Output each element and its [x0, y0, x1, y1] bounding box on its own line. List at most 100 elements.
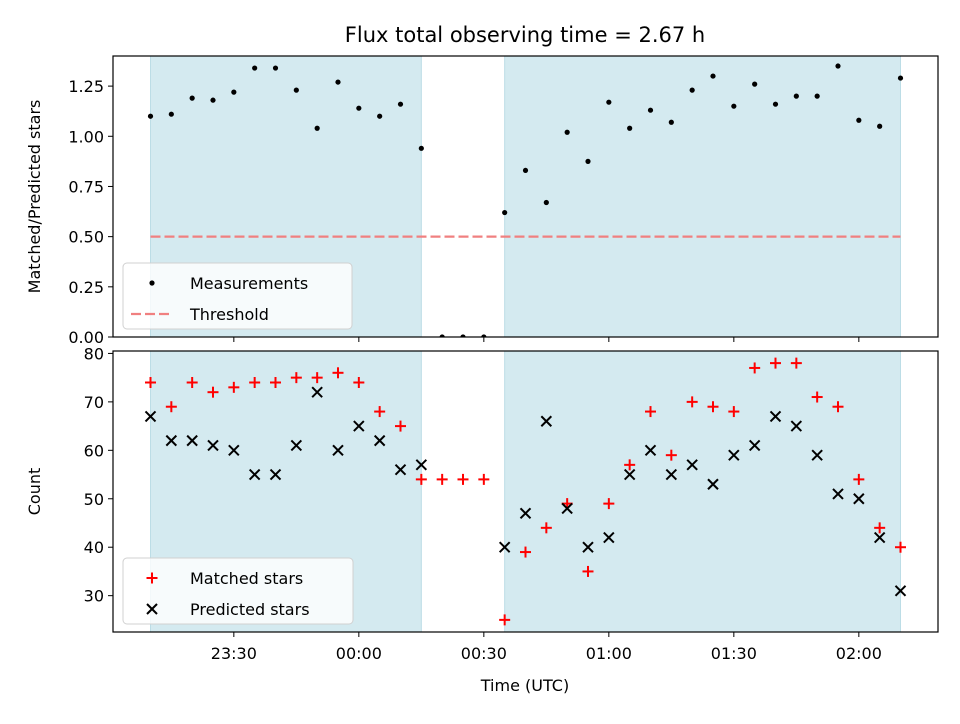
measurement-point: [210, 97, 216, 103]
chart-title: Flux total observing time = 2.67 h: [345, 23, 705, 47]
measurement-point: [627, 125, 633, 131]
legend-box: [122, 557, 354, 625]
predicted-star-point: [519, 507, 532, 520]
predicted-star-point: [540, 415, 553, 427]
matched-star-point: [707, 401, 719, 413]
matched-star-point: [749, 362, 761, 374]
measurement-point: [356, 105, 362, 111]
y-axis-label: Matched/Predicted stars: [25, 100, 44, 294]
predicted-stars-legend-icon: [146, 603, 158, 615]
matched-star-point: [332, 367, 344, 379]
legend: Measurements Threshold: [122, 262, 353, 330]
measurement-point: [689, 87, 695, 93]
matched-star-point: [145, 376, 156, 388]
measurement-point: [543, 199, 549, 206]
y-tick-label: 30: [84, 587, 104, 606]
predicted-star-point: [644, 444, 657, 457]
measurement-point: [397, 101, 404, 107]
plot-area: [144, 351, 907, 632]
predicted-star-point: [353, 420, 365, 432]
y-tick-label: 0.25: [68, 278, 104, 297]
axes-frame: [112, 350, 939, 633]
matched-star-point: [290, 372, 302, 384]
matched-star-point: [436, 473, 448, 485]
plot-area: [147, 56, 904, 337]
matched-star-point: [353, 376, 365, 388]
predicted-star-point: [165, 434, 178, 447]
measurement-point: [877, 123, 883, 129]
measurement-point: [168, 111, 174, 117]
predicted-star-point: [686, 459, 698, 471]
measurement-point: [314, 125, 320, 131]
observing-window: [504, 56, 901, 337]
x-tick-label: 02:00: [836, 644, 882, 663]
predicted-star-point: [332, 444, 344, 457]
matched-star-point: [270, 376, 281, 388]
measurement-point: [731, 103, 737, 109]
matched-star-point: [624, 459, 636, 471]
predicted-star-point: [748, 439, 761, 452]
matched-star-point: [457, 473, 469, 485]
measurement-point: [252, 65, 258, 71]
x-axis-label: Time (UTC): [480, 676, 569, 695]
measurement-point: [439, 334, 445, 337]
predicted-star-point: [311, 386, 323, 398]
predicted-star-point: [561, 502, 573, 515]
matched-star-point: [540, 522, 552, 534]
predicted-star-point: [853, 493, 865, 505]
matched-star-point: [311, 372, 323, 384]
matched-star-point: [895, 541, 906, 553]
measurement-point: [856, 117, 862, 123]
matched-star-point: [832, 401, 844, 413]
x-tick-label: 01:30: [711, 644, 757, 663]
matched-star-point: [811, 391, 823, 403]
y-tick-label: 50: [84, 490, 104, 509]
predicted-star-point: [665, 468, 678, 481]
matched-star-point: [520, 546, 531, 558]
y-tick-label: 80: [84, 344, 104, 363]
matched-star-point: [645, 406, 656, 418]
legend-label: Predicted stars: [190, 600, 310, 619]
predicted-star-point: [394, 463, 407, 476]
predicted-star-point: [728, 449, 740, 461]
predicted-star-point: [832, 488, 844, 500]
measurement-point: [585, 158, 591, 164]
predicted-star-point: [415, 459, 428, 471]
predicted-star-point: [248, 468, 261, 481]
matched-star-point: [395, 420, 406, 432]
measurement-point: [564, 129, 570, 135]
measurement-point: [231, 89, 237, 95]
legend: Matched stars Predicted stars: [122, 557, 354, 625]
matched-star-point: [499, 614, 511, 626]
matched-star-point: [249, 376, 261, 388]
matched-star-point: [874, 522, 886, 534]
matched-star-point: [207, 386, 219, 398]
measurement-point: [293, 87, 299, 93]
matched-star-point: [728, 406, 740, 418]
x-tick-label: 23:30: [211, 644, 257, 663]
predicted-star-point: [790, 420, 803, 432]
measurement-point: [772, 101, 779, 107]
matched-star-point: [770, 357, 781, 369]
predicted-star-point: [873, 531, 886, 544]
measurement-point: [418, 145, 424, 151]
predicted-star-point: [603, 531, 615, 544]
y-tick-label: 60: [84, 441, 104, 460]
matched-star-point: [478, 473, 490, 485]
predicted-star-point: [582, 541, 594, 553]
y-tick-label: 1.25: [68, 77, 104, 96]
y-axis-label: Count: [25, 468, 44, 516]
predicted-star-point: [498, 541, 511, 553]
measurement-point: [481, 334, 487, 337]
legend-label: Matched stars: [190, 569, 303, 588]
matched-star-point: [603, 498, 615, 510]
x-tick-label: 01:00: [586, 644, 632, 663]
predicted-star-point: [707, 478, 719, 490]
predicted-star-point: [269, 468, 282, 481]
predicted-star-point: [207, 439, 219, 452]
measurement-point: [793, 93, 799, 99]
measurement-point: [668, 119, 674, 125]
legend-box: [122, 262, 353, 330]
measurement-point: [377, 113, 383, 119]
measurements-legend-icon: [149, 280, 155, 286]
